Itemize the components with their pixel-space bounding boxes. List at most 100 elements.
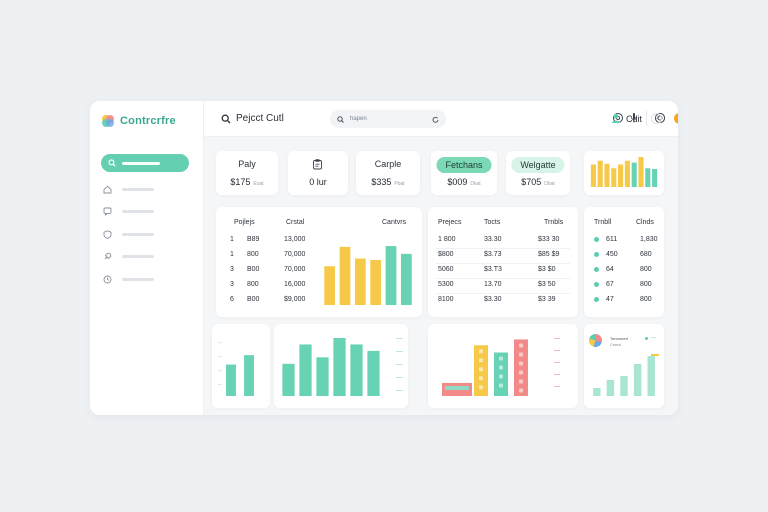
table-cell: $3 50: [538, 281, 556, 288]
table-cell: 8100: [438, 296, 454, 303]
table-cell: 800: [247, 251, 259, 258]
bar-segment: [519, 352, 523, 357]
table-cell: $85 $9: [538, 251, 560, 258]
bar-segment: [479, 367, 483, 372]
stacked-bar-chart: [442, 338, 560, 396]
chart-bar: [350, 344, 363, 396]
bar-segment: [445, 385, 469, 390]
stat-label: Paly: [238, 159, 256, 169]
table-cell: 680: [640, 251, 652, 258]
chart-bar: [638, 157, 644, 187]
divider: [646, 111, 647, 126]
table-cell: $800: [438, 251, 454, 258]
refresh-icon[interactable]: [432, 116, 439, 123]
table-cell: 1: [230, 251, 234, 258]
search-placeholder: hapen: [350, 116, 367, 122]
table-cell: 70,000: [284, 266, 306, 273]
table-cell: 450: [606, 251, 618, 258]
row-divider: [436, 248, 570, 249]
clipboard-icon: [313, 159, 322, 170]
table-card-tocts: Prejecs Tocts Trnbls 1 800 33.30 $33 30 $80…: [428, 207, 578, 317]
stat-card-carple[interactable]: Carple $335 Pbat: [356, 151, 420, 195]
sidebar-item-messages[interactable]: [103, 207, 154, 216]
menu-toggle-icon[interactable]: 0: [651, 113, 662, 124]
bottom-chart-card-2[interactable]: [274, 324, 408, 408]
status-dot: [594, 297, 599, 302]
table-cell: 800: [640, 281, 652, 288]
table-cell: 800: [640, 266, 652, 273]
user-menu[interactable]: Cdit: [611, 113, 642, 124]
table-cell: 64: [606, 266, 614, 273]
bottom-chart-card-4[interactable]: Tonormed Cnnrd: [584, 324, 664, 408]
search-input[interactable]: hapen: [330, 110, 446, 128]
chart-highlight: [651, 354, 659, 356]
search-icon: [337, 115, 344, 123]
table-cell: 611: [606, 236, 618, 243]
bar-chart-medium: [282, 338, 403, 396]
stat-value: $335 Pbat: [371, 177, 405, 187]
microphone-icon[interactable]: [630, 112, 638, 124]
table-cell: 1 800: [438, 236, 456, 243]
table-cell: 70,000: [284, 251, 306, 258]
stat-label: Carple: [374, 159, 402, 169]
chart-bar: [631, 162, 637, 187]
shield-icon: [103, 230, 112, 239]
stat-card-fetchans[interactable]: Fetchans $009 Dkat: [431, 151, 497, 195]
brand[interactable]: Contrcrfre: [100, 113, 176, 129]
notification-dot[interactable]: [674, 113, 678, 124]
chart-bar: [282, 363, 295, 396]
axis-tick: [218, 342, 221, 343]
bottom-chart-card-3[interactable]: [428, 324, 578, 408]
table-cell: B00: [247, 266, 260, 273]
bar-segment: [519, 370, 523, 375]
column-header: Crstal: [286, 219, 305, 226]
search-icon: [108, 159, 116, 167]
table-cell: 3: [230, 266, 234, 273]
axis-tick-label: [396, 377, 403, 378]
chart-bar: [339, 246, 351, 305]
clock-icon: [103, 275, 112, 284]
table-cell: 800: [247, 281, 259, 288]
column-header: Clnds: [636, 219, 654, 226]
chart-bar: [611, 168, 617, 187]
chart-bar: [652, 169, 658, 187]
user-name: Cdit: [626, 113, 643, 124]
column-header: Prejecs: [438, 219, 462, 226]
axis-tick-label: [554, 374, 560, 375]
table-cell: 47: [606, 296, 614, 303]
stat-card-hours[interactable]: 0 lur: [288, 151, 348, 195]
bar-segment: [479, 385, 483, 390]
rocket-icon: [104, 252, 112, 260]
bar-segment: [479, 349, 483, 354]
stat-card-paly[interactable]: Paly $175 Eoat: [216, 151, 278, 195]
chart-bar: [620, 376, 628, 396]
chart-bar: [385, 246, 397, 305]
stat-label-pill: Welgatte: [511, 157, 565, 173]
sidebar-item-launch[interactable]: [103, 252, 154, 261]
axis-tick-label: [396, 364, 403, 365]
top-right-bar-chart: [590, 157, 658, 187]
search-icon[interactable]: [221, 114, 231, 124]
legend-line: [651, 337, 656, 338]
sidebar-item-home[interactable]: [103, 185, 154, 194]
sidebar-item-history[interactable]: [103, 275, 154, 284]
chart-bar: [370, 260, 382, 305]
chart-bar: [299, 344, 312, 396]
bottom-chart-card-1[interactable]: [212, 324, 270, 408]
chart-bar: [367, 350, 380, 396]
chart-bar: [590, 164, 596, 187]
page-title: Pejcct Cutl: [236, 113, 284, 124]
bar-segment: [499, 356, 503, 361]
table-card-trnbll: Trnbll Clnds 611 1,830 450 680 64 800 67 800 47 8…: [584, 207, 664, 317]
chart-bar: [606, 380, 615, 396]
stat-card-welgatte[interactable]: Welgatte $705 Dbat: [506, 151, 570, 195]
column-header: Cantvrs: [382, 219, 407, 226]
stat-label-pill: Fetchans: [436, 157, 492, 173]
stat-value: 0 lur: [309, 177, 327, 187]
table-cell: $3 39: [538, 296, 556, 303]
table-cell: 13,000: [284, 236, 306, 243]
chart-bar: [226, 364, 236, 396]
top-right-chart-card[interactable]: [584, 151, 664, 195]
sidebar-item-security[interactable]: [103, 230, 154, 239]
sidebar-item-search[interactable]: [101, 154, 189, 172]
